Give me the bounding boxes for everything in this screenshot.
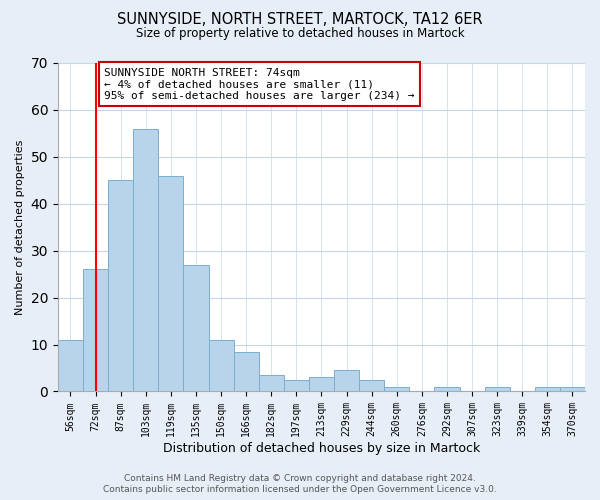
Text: SUNNYSIDE NORTH STREET: 74sqm
← 4% of detached houses are smaller (11)
95% of se: SUNNYSIDE NORTH STREET: 74sqm ← 4% of de…	[104, 68, 415, 101]
Bar	[309, 378, 334, 392]
Text: SUNNYSIDE, NORTH STREET, MARTOCK, TA12 6ER: SUNNYSIDE, NORTH STREET, MARTOCK, TA12 6…	[117, 12, 483, 28]
Bar	[108, 180, 133, 392]
Bar	[133, 128, 158, 392]
Text: Contains HM Land Registry data © Crown copyright and database right 2024.
Contai: Contains HM Land Registry data © Crown c…	[103, 474, 497, 494]
Bar	[83, 270, 108, 392]
Bar	[259, 375, 284, 392]
Bar	[209, 340, 233, 392]
Bar	[284, 380, 309, 392]
Text: Size of property relative to detached houses in Martock: Size of property relative to detached ho…	[136, 28, 464, 40]
Bar	[334, 370, 359, 392]
Bar	[359, 380, 384, 392]
Bar	[485, 387, 510, 392]
Bar	[158, 176, 184, 392]
Bar	[560, 387, 585, 392]
Bar	[184, 265, 209, 392]
X-axis label: Distribution of detached houses by size in Martock: Distribution of detached houses by size …	[163, 442, 480, 455]
Bar	[384, 387, 409, 392]
Bar	[434, 387, 460, 392]
Bar	[535, 387, 560, 392]
Bar	[58, 340, 83, 392]
Y-axis label: Number of detached properties: Number of detached properties	[15, 140, 25, 315]
Bar	[233, 352, 259, 392]
